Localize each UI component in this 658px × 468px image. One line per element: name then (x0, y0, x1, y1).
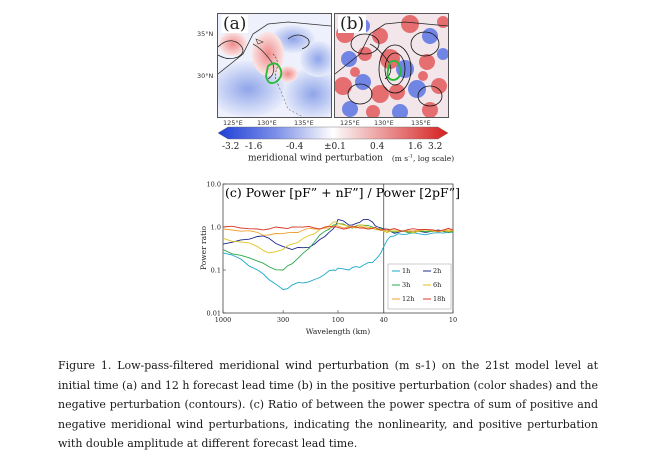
colorbar (218, 126, 448, 140)
colorbar-units-tail: , log scale) (412, 153, 455, 163)
colorbar-tick-1: -3.2 (222, 142, 240, 152)
colorbar-tick-4: ±0.1 (324, 142, 346, 152)
lon-tick-a-135: 135°E (294, 119, 314, 127)
map-panel-b: (b) (334, 13, 449, 118)
legend-label-1h: 1h (402, 267, 410, 275)
lon-tick-a-125: 125°E (223, 119, 243, 127)
colorbar-tick-3: -0.4 (286, 142, 304, 152)
map-panel-a: (a) (217, 13, 332, 118)
lon-tick-a-130: 130°E (257, 119, 277, 127)
y-tick-label: 0.01 (207, 310, 221, 318)
series-line-6h (222, 221, 454, 254)
chart-ylabel: Power ratio (199, 225, 208, 270)
colorbar-tick-7: 3.2 (428, 142, 443, 152)
legend-label-3h: 3h (402, 281, 410, 289)
x-tick-label: 300 (277, 316, 289, 324)
legend-label-18h: 18h (433, 295, 445, 303)
colorbar-tick-6: 1.6 (408, 142, 423, 152)
legend-label-6h: 6h (433, 281, 441, 289)
chart-xlabel: Wavelength (km) (306, 327, 370, 336)
x-tick-label: 1000 (215, 316, 232, 324)
colorbar-tick-5: 0.4 (370, 142, 385, 152)
x-tick-label: 40 (380, 316, 388, 324)
y-tick-label: 1.0 (211, 224, 221, 232)
colorbar-tick-2: -1.6 (245, 142, 263, 152)
series-line-1h (222, 231, 454, 291)
map-b-graphic (335, 14, 448, 117)
legend-label-12h: 12h (402, 295, 414, 303)
x-tick-label: 100 (332, 316, 344, 324)
map-a-graphic (218, 14, 331, 117)
colorbar-units: (m s-1, log scale) (391, 153, 455, 163)
y-tick-label: 0.1 (211, 267, 221, 275)
lat-tick-30: 30°N (197, 72, 214, 80)
colorbar-label: meridional wind perturbation (m s-1, log… (248, 153, 454, 164)
series-line-18h (222, 225, 454, 232)
figure-caption: Figure 1. Low-pass-filtered meridional w… (58, 359, 598, 451)
colorbar-units-text: (m s (391, 153, 409, 163)
lon-tick-b-135: 135°E (411, 119, 431, 127)
y-tick-label: 10.0 (207, 181, 221, 189)
legend-label-2h: 2h (433, 267, 441, 275)
x-tick-label: 10 (449, 316, 457, 324)
lon-tick-b-130: 130°E (374, 119, 394, 127)
colorbar-label-text: meridional wind perturbation (248, 153, 383, 164)
lon-tick-b-125: 125°E (340, 119, 360, 127)
panel-b-label: (b) (338, 14, 367, 34)
colorbar-units-sup: -1 (408, 153, 413, 159)
panel-a-label: (a) (221, 14, 249, 34)
lat-tick-35: 35°N (197, 30, 214, 38)
series-line-12h (222, 224, 454, 236)
chart-title: (c) Power [pF” + nF”] / Power [2pF”] (225, 185, 460, 200)
